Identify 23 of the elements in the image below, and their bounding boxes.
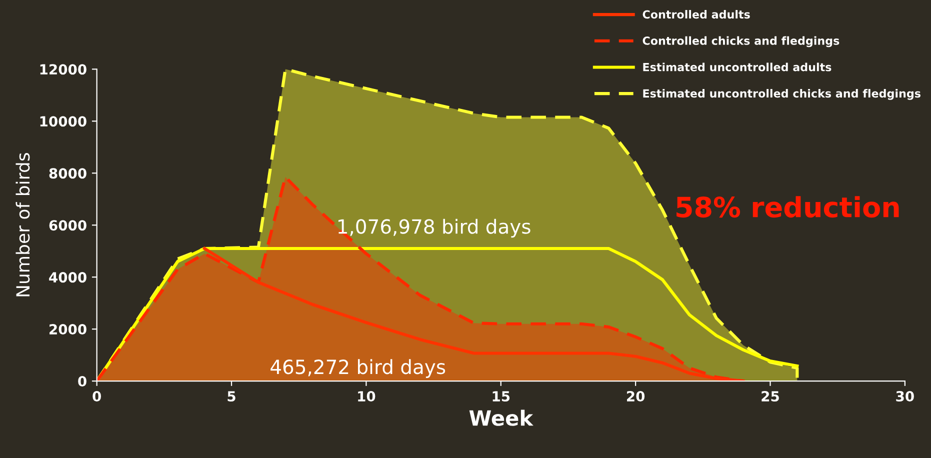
x-tick-label: 5 <box>228 391 236 402</box>
y-tick-label: 8000 <box>49 168 86 179</box>
y-tick-label: 4000 <box>49 272 86 283</box>
legend-label: Estimated uncontrolled chicks and fledgings <box>643 89 920 100</box>
x-tick-label: 0 <box>92 391 101 402</box>
y-axis-title: Number of birds <box>16 153 30 296</box>
legend-label: Controlled chicks and fledgings <box>642 36 840 48</box>
legend-label: Estimated uncontrolled adults <box>643 62 832 72</box>
y-tick-label: 0 <box>78 376 86 387</box>
y-tick-label: 6000 <box>49 220 86 231</box>
x-axis-title: Week <box>469 410 534 426</box>
legend-label: Controlled adults <box>642 10 750 19</box>
annotation: 58% reduction <box>676 196 899 218</box>
x-tick-label: 10 <box>358 391 376 402</box>
y-tick-label: 2000 <box>50 324 86 335</box>
x-tick-label: 15 <box>492 391 510 402</box>
x-tick-label: 25 <box>762 391 779 402</box>
y-tick-label: 10000 <box>40 116 86 127</box>
y-tick-label: 12000 <box>40 64 86 75</box>
annotation: 465,272 bird days <box>270 359 446 378</box>
x-tick-label: 20 <box>626 391 645 402</box>
annotation: 1,076,978 bird days <box>338 218 530 238</box>
x-tick-label: 30 <box>896 391 914 402</box>
